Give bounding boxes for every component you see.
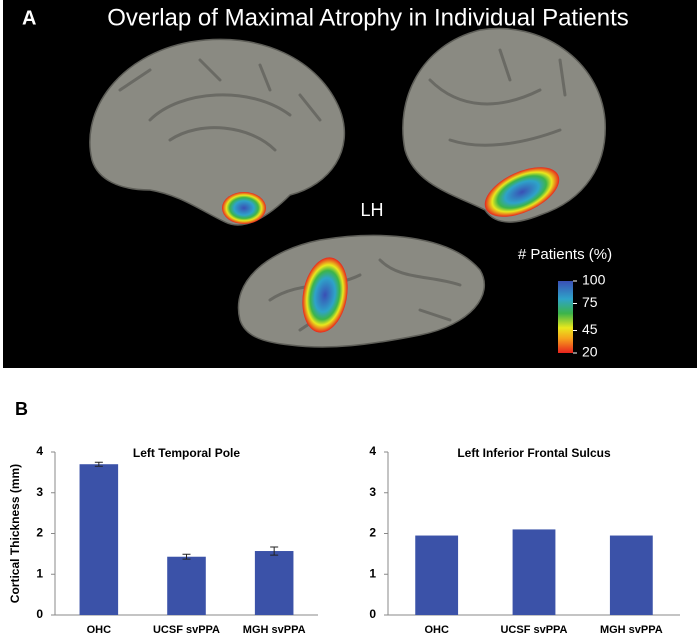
- colorbar-tick-label: 100: [582, 272, 606, 288]
- x-tick-label: UCSF svPPA: [500, 624, 567, 636]
- error-bar: [94, 461, 103, 467]
- y-tick-label: 1: [369, 566, 376, 580]
- colorbar-tick-label: 45: [582, 321, 598, 337]
- brain-lateral-bottom: [237, 234, 486, 348]
- y-tick-label: 2: [36, 526, 43, 540]
- atrophy-patch: [484, 167, 560, 217]
- brain-lateral-top: [402, 27, 606, 223]
- brain-medial: [89, 38, 346, 226]
- y-tick-label: 4: [369, 444, 376, 458]
- y-tick-label: 1: [36, 566, 43, 580]
- colorbar-title: # Patients (%): [518, 246, 612, 263]
- chart-title: Left Inferior Frontal Sulcus: [457, 446, 611, 460]
- panel-label: A: [22, 7, 36, 29]
- y-axis-label: Cortical Thickness (mm): [8, 464, 22, 603]
- colorbar: [558, 281, 573, 353]
- x-tick-label: OHC: [424, 624, 449, 636]
- chart-title: Left Temporal Pole: [133, 446, 240, 460]
- bar: [609, 535, 653, 615]
- bar: [415, 535, 459, 615]
- y-tick-label: 4: [36, 444, 43, 458]
- y-tick-label: 0: [369, 607, 376, 621]
- bar: [512, 529, 556, 615]
- hemisphere-label: LH: [360, 200, 383, 220]
- y-tick-label: 0: [36, 607, 43, 621]
- x-tick-label: OHC: [87, 624, 112, 636]
- error-bar: [270, 546, 279, 556]
- y-tick-label: 2: [369, 526, 376, 540]
- y-tick-label: 3: [36, 485, 43, 499]
- panel-label: B: [15, 399, 28, 419]
- x-tick-label: MGH svPPA: [243, 624, 306, 636]
- colorbar-tick-label: 75: [582, 294, 598, 310]
- error-bar: [182, 553, 191, 560]
- bar: [79, 464, 119, 615]
- bar: [167, 556, 206, 615]
- x-tick-label: UCSF svPPA: [153, 624, 220, 636]
- colorbar-tick-label: 20: [582, 344, 598, 360]
- x-tick-label: MGH svPPA: [600, 624, 663, 636]
- panel-title: Overlap of Maximal Atrophy in Individual…: [107, 4, 629, 31]
- y-tick-label: 3: [369, 485, 376, 499]
- atrophy-patch: [222, 192, 266, 224]
- bar: [254, 551, 294, 615]
- atrophy-patch: [302, 257, 348, 333]
